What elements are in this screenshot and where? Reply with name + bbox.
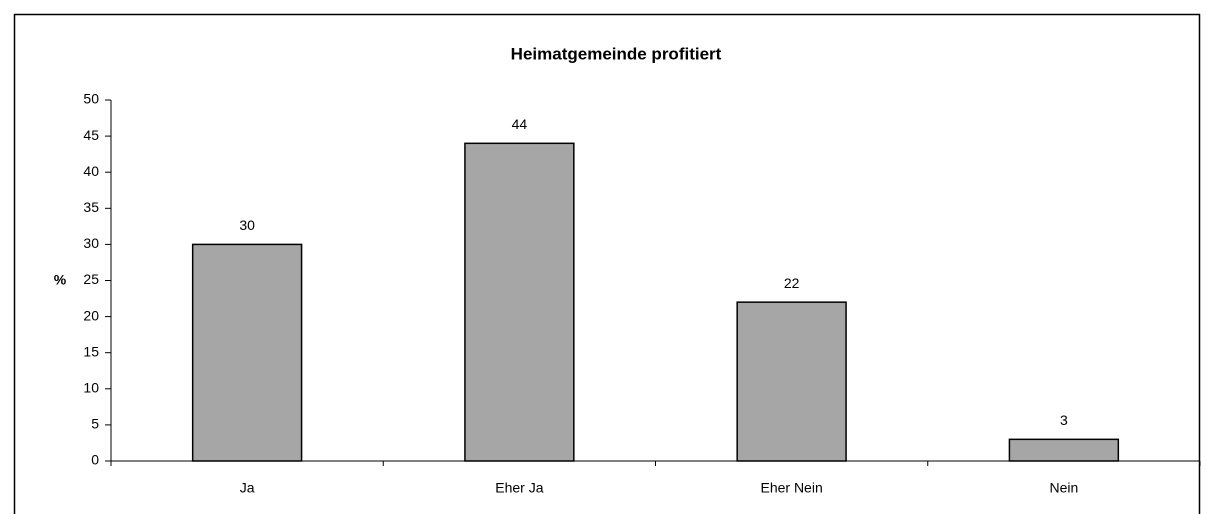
bar (1008, 438, 1120, 462)
data-label: 3 (1060, 412, 1068, 428)
y-tick-label: 35 (83, 199, 99, 215)
x-tick-label: Ja (240, 480, 255, 496)
bar (464, 142, 575, 462)
y-tick-label: 40 (83, 163, 99, 179)
y-tick-label: 15 (83, 343, 99, 359)
data-label: 22 (784, 275, 800, 291)
y-tick-label: 45 (83, 127, 99, 143)
y-tick-label: 10 (83, 380, 99, 396)
y-tick-label: 50 (83, 91, 99, 107)
y-axis-label: % (54, 272, 67, 288)
bar (736, 301, 847, 462)
data-label: 30 (239, 217, 255, 233)
x-tick-label: Eher Ja (495, 480, 543, 496)
chart-title: Heimatgemeinde profitiert (511, 44, 722, 63)
x-tick-label: Nein (1049, 480, 1078, 496)
x-tick-label: Eher Nein (760, 480, 822, 496)
y-tick-label: 0 (91, 452, 99, 468)
data-label: 44 (512, 116, 528, 132)
y-tick-label: 25 (83, 271, 99, 287)
y-tick-label: 30 (83, 235, 99, 251)
bar (191, 243, 303, 462)
y-tick-label: 20 (83, 307, 99, 323)
y-tick-label: 5 (91, 416, 99, 432)
